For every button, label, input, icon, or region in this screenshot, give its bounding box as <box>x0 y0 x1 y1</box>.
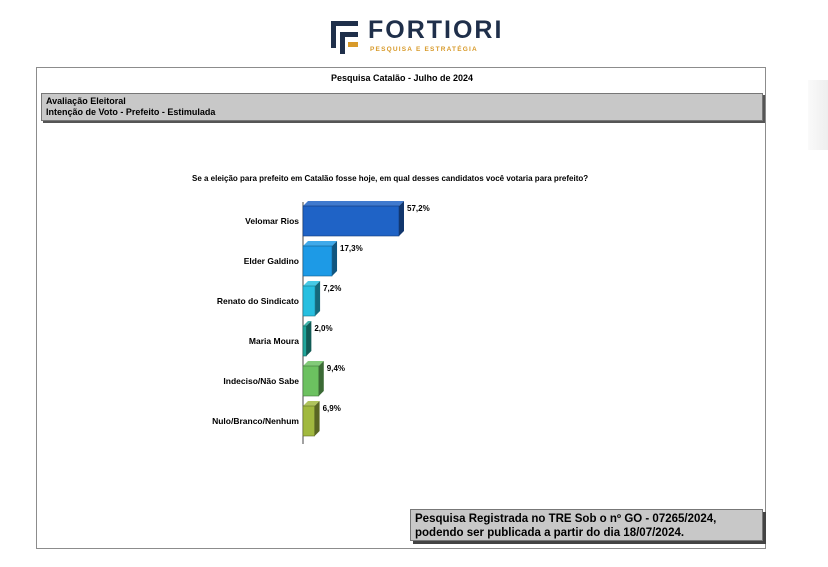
report-frame: Pesquisa Catalão - Julho de 2024 Avaliaç… <box>36 67 766 549</box>
bar-side-face <box>332 241 338 276</box>
bar-top-face <box>303 281 321 286</box>
value-label: 2,0% <box>314 324 332 333</box>
brand-tagline: PESQUISA E ESTRATÉGIA <box>370 46 478 53</box>
page-edge-shadow <box>808 80 828 150</box>
registration-line-2: podendo ser publicada a partir do dia 18… <box>415 527 685 539</box>
section-title: Avaliação Eleitoral <box>46 96 126 106</box>
category-label: Elder Galdino <box>244 256 299 266</box>
bar-side-face <box>306 321 312 356</box>
brand-name: FORTIORI <box>368 16 504 44</box>
survey-title: Pesquisa Catalão - Julho de 2024 <box>330 73 474 83</box>
bar-top-face <box>303 201 404 206</box>
bar-2 <box>302 285 316 317</box>
category-label: Velomar Rios <box>245 216 299 226</box>
category-label: Indeciso/Não Sabe <box>223 376 299 386</box>
bar-side-face <box>314 401 320 436</box>
value-label: 57,2% <box>407 204 430 213</box>
vote-intention-chart: Velomar Rios 57,2% Elder Galdino 17,3% Renat… <box>212 201 430 444</box>
category-label: Maria Moura <box>249 336 299 346</box>
value-label: 7,2% <box>323 284 341 293</box>
bar-top-face <box>303 401 320 406</box>
bar-0 <box>302 205 400 237</box>
category-label: Renato do Sindicato <box>217 296 299 306</box>
registration-note: Pesquisa Registrada no TRE Sob o nº GO -… <box>410 509 763 541</box>
bar-5 <box>302 405 315 437</box>
bar-side-face <box>318 361 324 396</box>
question-text: Se a eleição para prefeito em Catalão fo… <box>192 174 589 183</box>
fortiori-logo: FORTIORI PESQUISA E ESTRATÉGIA <box>328 16 501 62</box>
fortiori-logo-icon <box>331 21 358 54</box>
value-label: 6,9% <box>323 404 341 413</box>
value-label: 9,4% <box>327 364 345 373</box>
bar-3 <box>302 325 307 357</box>
bar-top-face <box>303 241 338 246</box>
bar-side-face <box>315 281 321 316</box>
bar-1 <box>302 245 333 277</box>
value-label: 17,3% <box>340 244 363 253</box>
section-subtitle: Intenção de Voto - Prefeito - Estimulada <box>46 107 216 117</box>
bar-top-face <box>303 321 312 326</box>
registration-line-1: Pesquisa Registrada no TRE Sob o nº GO -… <box>415 513 717 525</box>
bar-side-face <box>399 201 404 236</box>
category-label: Nulo/Branco/Nenhum <box>212 416 299 426</box>
bar-top-face <box>303 361 324 366</box>
section-header: Avaliação Eleitoral Intenção de Voto - P… <box>41 93 763 121</box>
bar-4 <box>302 365 320 397</box>
